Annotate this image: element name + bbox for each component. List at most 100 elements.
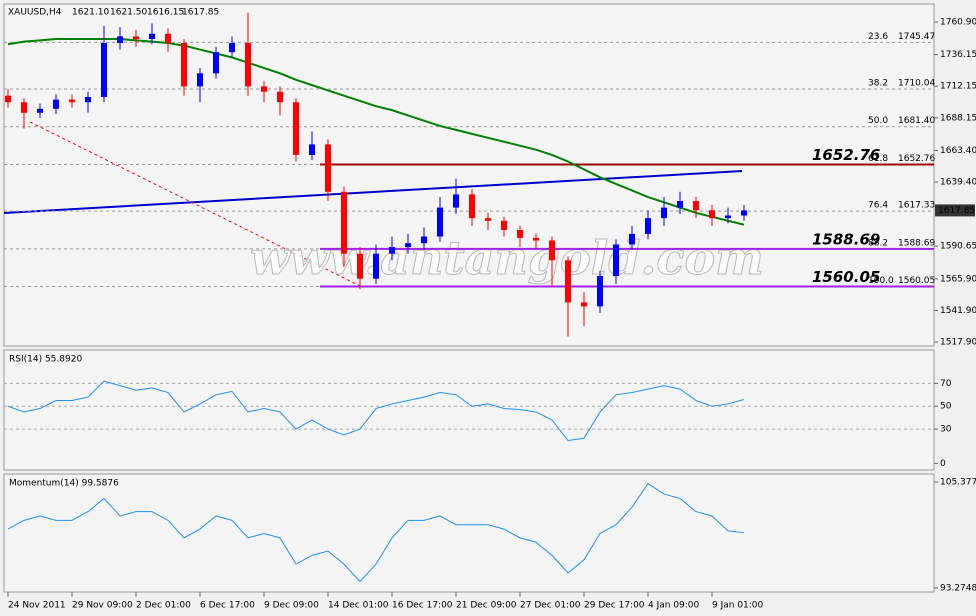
x-tick-label: 21 Dec 09:00 bbox=[456, 601, 517, 611]
x-tick-label: 24 Nov 2011 bbox=[8, 601, 66, 611]
candle-body bbox=[613, 244, 619, 277]
x-tick-label: 27 Dec 01:00 bbox=[520, 601, 581, 611]
candle-body bbox=[437, 207, 443, 237]
candle-body bbox=[21, 102, 27, 113]
x-tick-label: 6 Dec 17:00 bbox=[200, 601, 255, 611]
candle-body bbox=[581, 302, 587, 307]
x-tick-label: 29 Dec 17:00 bbox=[584, 601, 645, 611]
y-tick-label: 1736.15 bbox=[940, 50, 976, 60]
candle-body bbox=[661, 207, 667, 219]
fib-ratio: 88.2 bbox=[868, 238, 888, 248]
y-tick-label: 1663.40 bbox=[940, 146, 976, 156]
y-tick-label: 105.3776 bbox=[940, 477, 976, 487]
candle-body bbox=[325, 144, 331, 192]
candle-body bbox=[693, 201, 699, 211]
candle-body bbox=[389, 247, 395, 254]
x-tick-label: 16 Dec 17:00 bbox=[392, 601, 453, 611]
x-tick-label: 14 Dec 01:00 bbox=[328, 601, 389, 611]
momentum-panel bbox=[3, 473, 935, 593]
panel-title: RSI(14) 55.8920 bbox=[9, 355, 82, 365]
fib-price: 1710.04 bbox=[898, 79, 935, 89]
y-tick-label: 1565.90 bbox=[940, 274, 976, 284]
fib-price: 1617.33 bbox=[898, 201, 935, 211]
fib-ratio: 76.4 bbox=[868, 201, 888, 211]
candle-body bbox=[229, 42, 235, 53]
y-tick-label: 50 bbox=[940, 402, 952, 412]
candle-body bbox=[85, 96, 91, 103]
candle-body bbox=[357, 253, 363, 279]
candle-body bbox=[501, 220, 507, 230]
candle-body bbox=[149, 33, 155, 40]
y-tick-label: 1688.15 bbox=[940, 113, 976, 123]
candle-body bbox=[373, 253, 379, 279]
y-tick-label: 1517.90 bbox=[940, 338, 976, 348]
x-tick-label: 9 Jan 01:00 bbox=[712, 601, 764, 611]
candle-body bbox=[181, 42, 187, 87]
fib-price: 1560.05 bbox=[898, 276, 935, 286]
fib-price: 1652.76 bbox=[898, 154, 935, 164]
rsi-panel bbox=[3, 349, 935, 471]
candle-body bbox=[261, 86, 267, 92]
fib-price: 1681.40 bbox=[898, 116, 935, 126]
candle-body bbox=[341, 191, 347, 254]
fib-ratio: 23.6 bbox=[868, 32, 888, 42]
x-tick-label: 9 Dec 09:00 bbox=[264, 601, 319, 611]
candle-body bbox=[421, 236, 427, 244]
candle-body bbox=[485, 218, 491, 221]
candle-body bbox=[133, 36, 139, 40]
y-tick-label: 1639.40 bbox=[940, 178, 976, 188]
candle-body bbox=[277, 91, 283, 103]
header-open: 1621.10 bbox=[72, 8, 109, 18]
candle-body bbox=[213, 52, 219, 74]
level-label: 1560.05 bbox=[812, 268, 880, 286]
candle-body bbox=[565, 260, 571, 303]
candle-body bbox=[5, 95, 11, 103]
level-label: 1588.69 bbox=[812, 230, 880, 248]
symbol: XAUUSD,H4 bbox=[8, 8, 62, 18]
candle-body bbox=[453, 194, 459, 208]
current-price: 1617.85 bbox=[938, 206, 975, 216]
candle-body bbox=[741, 210, 747, 216]
candle-body bbox=[645, 218, 651, 234]
line bbox=[7, 38, 745, 226]
y-tick-label: 0 bbox=[940, 459, 946, 469]
price-box bbox=[935, 204, 975, 217]
x-tick-label: 4 Jan 09:00 bbox=[648, 601, 700, 611]
candle-body bbox=[533, 237, 539, 241]
price-panel bbox=[3, 3, 935, 347]
watermark: www.antangold.com bbox=[250, 231, 764, 285]
candle-body bbox=[101, 42, 107, 97]
candle-body bbox=[245, 42, 251, 87]
x-tick-label: 29 Nov 09:00 bbox=[72, 601, 133, 611]
y-tick-label: 1712.15 bbox=[940, 82, 976, 92]
line bbox=[7, 380, 745, 442]
header-close: 1617.85 bbox=[182, 8, 219, 18]
fib-ratio: 50.0 bbox=[868, 116, 888, 126]
candle-body bbox=[629, 233, 635, 245]
candle-body bbox=[37, 108, 43, 113]
candle-body bbox=[549, 240, 555, 261]
trendline bbox=[3, 170, 743, 214]
candle-body bbox=[709, 210, 715, 219]
candle-body bbox=[597, 276, 603, 307]
candle-body bbox=[725, 215, 731, 219]
y-tick-label: 30 bbox=[940, 425, 952, 435]
fib-price: 1745.47 bbox=[898, 32, 935, 42]
fib-anchor-line bbox=[29, 121, 361, 287]
fib-price: 1588.69 bbox=[898, 238, 935, 248]
header-low: 1616.15 bbox=[147, 8, 184, 18]
y-tick-label: 1541.90 bbox=[940, 306, 976, 316]
candle-body bbox=[197, 73, 203, 87]
candle-body bbox=[53, 99, 59, 109]
candle-body bbox=[69, 99, 75, 103]
candle-body bbox=[117, 36, 123, 43]
candle-body bbox=[405, 243, 411, 248]
y-tick-label: 1760.90 bbox=[940, 18, 976, 28]
fib-ratio: 61.8 bbox=[868, 154, 888, 164]
line bbox=[7, 482, 745, 583]
header: XAUUSD,H4 1621.10 1621.50 1616.15 1617.8… bbox=[8, 8, 219, 18]
candle-body bbox=[293, 102, 299, 155]
panel-title: Momentum(14) 99.5876 bbox=[9, 479, 119, 489]
candle-body bbox=[309, 144, 315, 155]
